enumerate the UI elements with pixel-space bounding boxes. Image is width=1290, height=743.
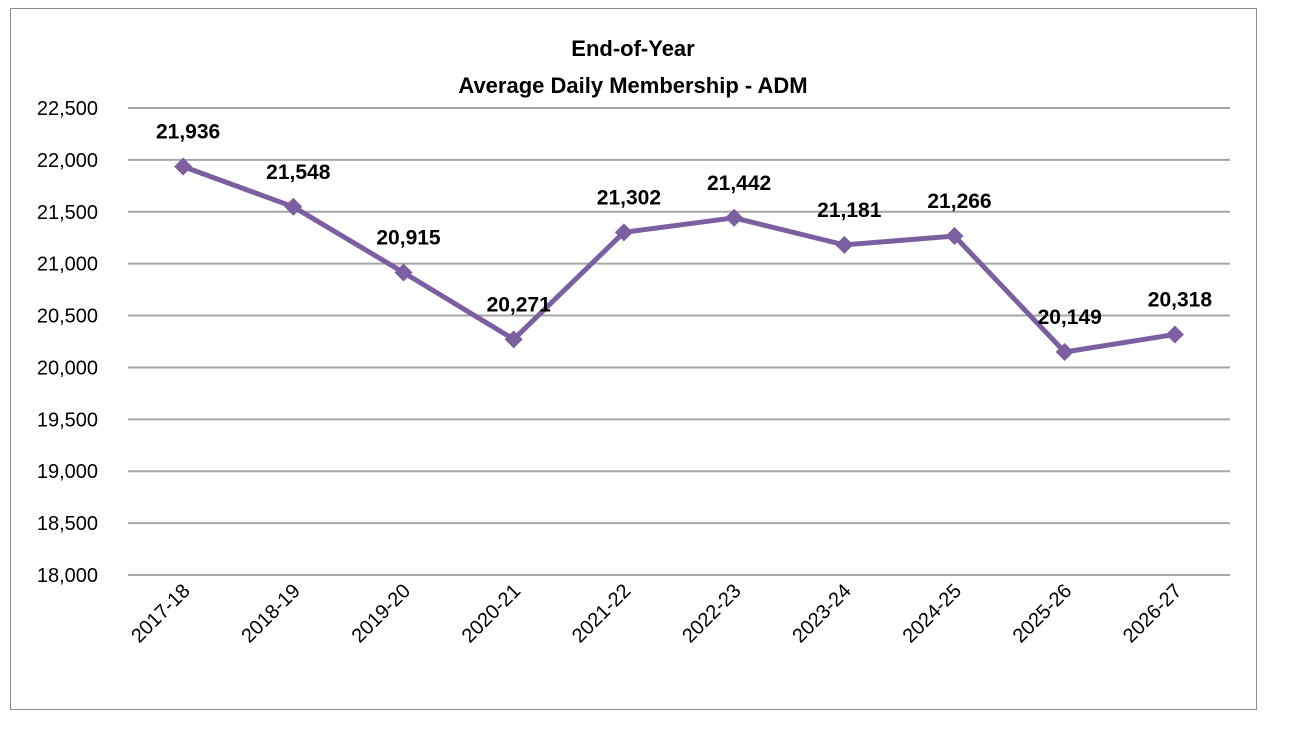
y-tick-label: 18,000 xyxy=(37,565,98,587)
y-tick-label: 22,500 xyxy=(37,98,98,120)
data-label: 20,149 xyxy=(1038,306,1102,329)
data-point-marker xyxy=(1165,325,1184,344)
y-tick-label: 20,000 xyxy=(37,357,98,379)
data-point-marker xyxy=(284,197,303,216)
data-label: 21,181 xyxy=(817,199,882,222)
data-label: 20,915 xyxy=(376,226,441,249)
data-point-marker xyxy=(725,208,744,227)
y-tick-label: 18,500 xyxy=(37,513,98,535)
y-tick-label: 20,500 xyxy=(37,306,98,328)
y-tick-label: 21,000 xyxy=(37,254,98,276)
data-label: 21,936 xyxy=(156,121,220,144)
y-tick-label: 19,000 xyxy=(37,461,98,483)
data-point-marker xyxy=(504,330,523,349)
data-point-marker xyxy=(614,223,633,242)
data-label: 20,271 xyxy=(487,293,552,316)
chart-title-line-2: Average Daily Membership - ADM xyxy=(458,73,807,98)
y-tick-label: 22,000 xyxy=(37,150,98,172)
data-point-marker xyxy=(1055,342,1074,361)
data-label: 21,442 xyxy=(707,172,771,195)
series-line xyxy=(182,164,1176,355)
data-label: 21,266 xyxy=(927,190,991,213)
data-label: 20,318 xyxy=(1148,288,1213,311)
chart-title-line-1: End-of-Year xyxy=(571,36,695,61)
data-point-marker xyxy=(174,157,193,176)
data-point-marker xyxy=(945,227,964,246)
data-label: 21,302 xyxy=(597,186,661,209)
data-label: 21,548 xyxy=(266,161,331,184)
data-point-marker xyxy=(394,263,413,282)
y-tick-label: 19,500 xyxy=(37,409,98,431)
y-tick-label: 21,500 xyxy=(37,202,98,224)
chart-border xyxy=(10,8,1257,710)
data-point-marker xyxy=(835,235,854,254)
